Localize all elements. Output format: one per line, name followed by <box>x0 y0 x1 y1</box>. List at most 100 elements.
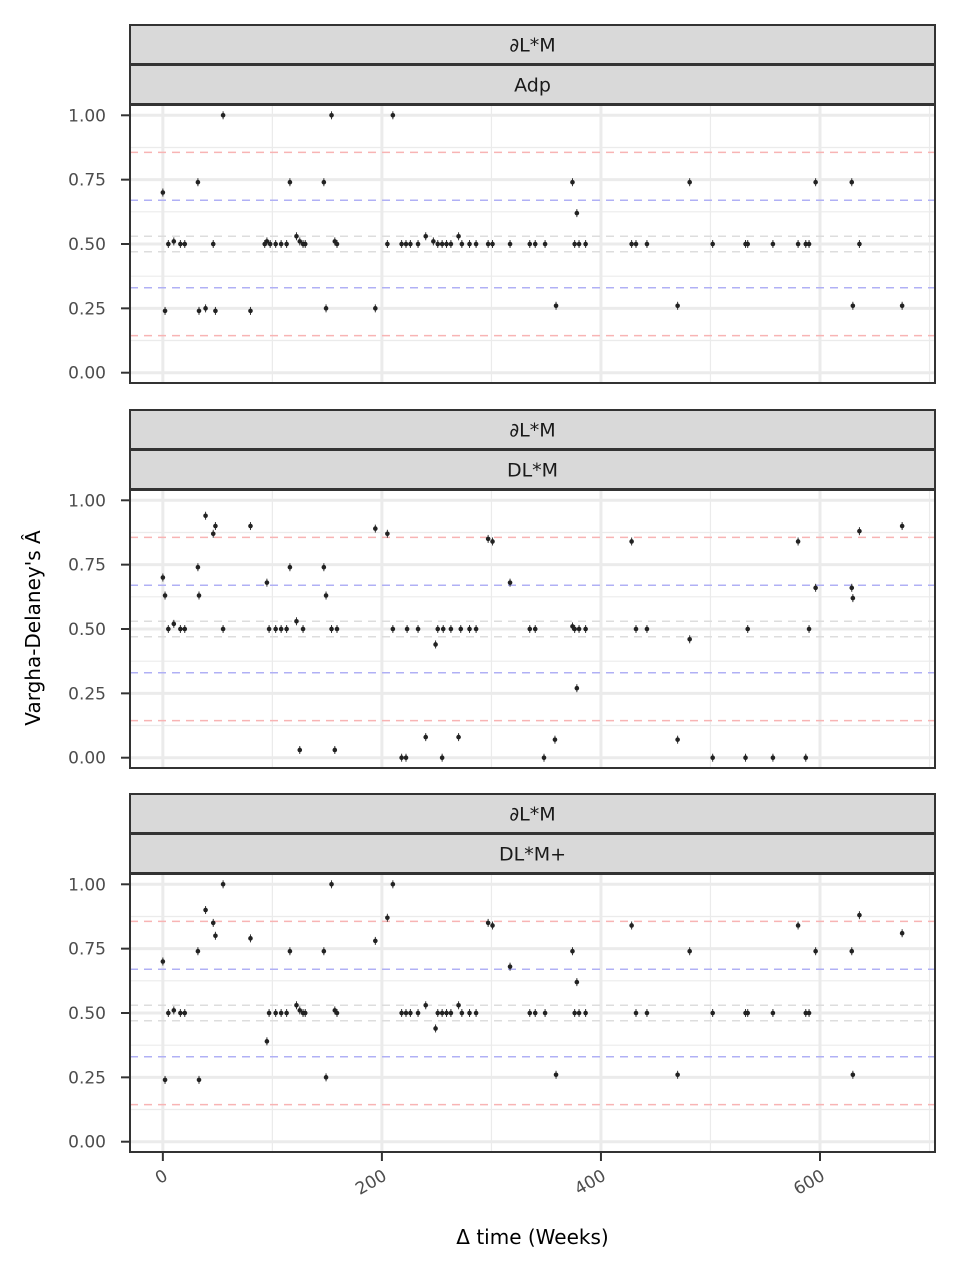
strip-bottom-background <box>129 449 936 490</box>
data-point <box>323 593 329 598</box>
data-point <box>490 539 495 544</box>
data-point <box>485 536 491 542</box>
data-point <box>576 241 582 247</box>
data-point <box>182 1010 188 1016</box>
data-point <box>166 241 171 247</box>
data-point <box>287 179 293 185</box>
data-point <box>795 923 801 928</box>
data-point <box>456 1002 461 1008</box>
data-point <box>399 241 404 247</box>
data-point <box>710 755 715 761</box>
data-point <box>850 303 856 309</box>
data-point <box>570 948 575 954</box>
strip-bottom-label: DL*M <box>507 460 558 482</box>
data-point <box>196 308 202 314</box>
data-point <box>403 1010 409 1016</box>
data-point <box>806 241 812 247</box>
data-point <box>440 626 446 632</box>
data-point <box>507 580 513 585</box>
data-point <box>213 308 218 314</box>
data-point <box>213 933 218 939</box>
data-point <box>220 881 226 887</box>
data-point <box>439 241 445 247</box>
data-point <box>329 881 334 887</box>
data-point <box>806 626 812 632</box>
data-point <box>273 626 278 632</box>
data-point <box>171 621 177 627</box>
y-tick-label: 0.75 <box>68 940 106 960</box>
data-point <box>770 755 776 761</box>
data-point <box>574 979 580 985</box>
data-point <box>444 1010 449 1016</box>
data-point <box>385 915 390 921</box>
data-point <box>803 755 809 761</box>
data-point <box>323 1075 329 1080</box>
data-point <box>300 626 306 632</box>
data-point <box>278 626 284 632</box>
data-point <box>264 239 270 244</box>
data-point <box>423 1002 429 1008</box>
data-point <box>404 626 410 632</box>
data-point <box>408 1010 413 1016</box>
data-point <box>572 1010 577 1016</box>
data-point <box>857 912 862 918</box>
data-point <box>203 306 208 311</box>
data-point <box>687 179 692 185</box>
data-point <box>485 920 491 926</box>
data-point <box>743 755 748 761</box>
strip-top-background <box>129 24 936 65</box>
data-point <box>467 1010 472 1016</box>
data-point <box>467 241 472 247</box>
data-point <box>302 241 308 247</box>
data-point <box>403 755 409 761</box>
data-point <box>385 531 390 537</box>
data-point <box>541 755 547 761</box>
data-point <box>507 964 513 969</box>
data-point <box>323 306 329 311</box>
y-tick-label: 0.50 <box>68 1004 106 1024</box>
data-point <box>195 564 201 570</box>
data-point <box>576 626 582 632</box>
strip-top-background <box>129 793 936 834</box>
data-point <box>297 1008 303 1013</box>
data-point <box>182 626 188 632</box>
data-point <box>390 112 396 118</box>
data-point <box>408 241 413 247</box>
data-point <box>459 1010 465 1016</box>
data-point <box>373 938 378 944</box>
x-tick-label: 0 <box>152 1166 171 1189</box>
data-point <box>813 585 818 591</box>
data-point <box>210 531 216 537</box>
data-point <box>532 1010 538 1016</box>
y-tick-label: 0.25 <box>68 684 106 704</box>
data-point <box>629 539 634 544</box>
data-point <box>160 959 166 964</box>
data-point <box>849 179 855 185</box>
data-point <box>385 241 390 247</box>
data-point <box>415 1010 421 1016</box>
data-point <box>813 948 818 954</box>
data-point <box>532 626 538 632</box>
data-point <box>264 1039 270 1044</box>
y-tick-label: 1.00 <box>68 491 106 511</box>
data-point <box>813 179 818 185</box>
x-tick-label: 400 <box>571 1166 609 1200</box>
data-point <box>806 1010 812 1016</box>
data-point <box>687 636 692 642</box>
data-point <box>473 241 479 247</box>
data-point <box>210 241 216 247</box>
y-tick-label: 0.00 <box>68 1133 106 1153</box>
data-point <box>572 626 577 632</box>
x-tick-label: 600 <box>790 1166 828 1200</box>
data-point <box>485 241 491 247</box>
data-point <box>467 626 472 632</box>
data-point <box>583 241 588 247</box>
data-point <box>284 626 289 632</box>
data-point <box>166 626 171 632</box>
data-point <box>490 241 495 247</box>
data-point <box>162 308 168 314</box>
data-point <box>459 241 465 247</box>
data-point <box>321 948 327 954</box>
y-tick-label: 0.00 <box>68 749 106 769</box>
